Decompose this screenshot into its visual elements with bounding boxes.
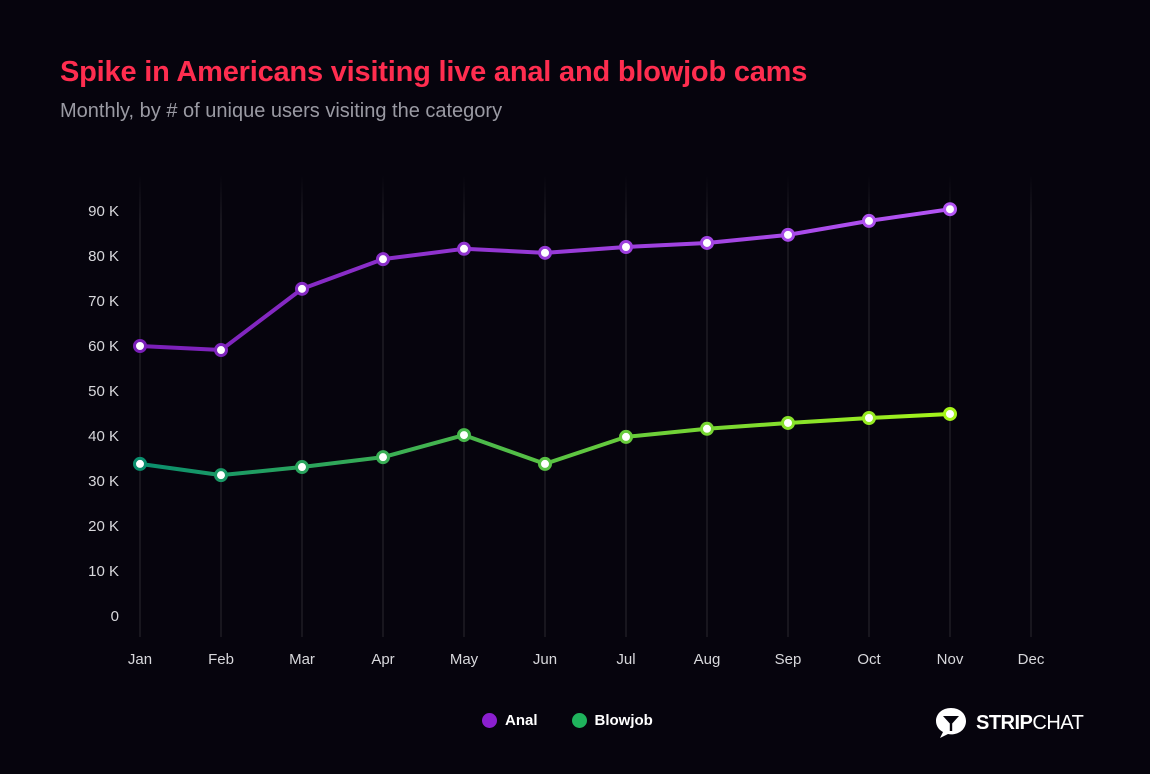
legend-item-anal[interactable]: Anal bbox=[482, 712, 538, 729]
data-point-anal bbox=[295, 281, 309, 296]
data-point-blowjob bbox=[376, 450, 390, 465]
stripchat-logo: STRIPCHAT bbox=[934, 707, 1084, 739]
y-tick-label: 70 K bbox=[88, 293, 119, 310]
series-lines bbox=[133, 202, 957, 483]
x-tick-label: Oct bbox=[857, 651, 881, 668]
grid-line-vertical bbox=[949, 175, 951, 637]
x-tick-label: Apr bbox=[371, 651, 394, 668]
data-point-anal bbox=[781, 227, 795, 242]
data-point-anal bbox=[619, 240, 633, 254]
data-point-blowjob bbox=[700, 421, 714, 436]
grid bbox=[60, 175, 1085, 638]
legend-item-blowjob[interactable]: Blowjob bbox=[571, 712, 653, 729]
data-point-anal bbox=[700, 235, 714, 250]
data-point-anal bbox=[214, 343, 228, 358]
x-tick-label: Jan bbox=[128, 651, 152, 668]
grid-line-vertical bbox=[625, 175, 627, 637]
x-tick-label: Jun bbox=[533, 651, 557, 668]
data-point-anal bbox=[862, 213, 876, 228]
y-tick-label: 50 K bbox=[88, 383, 119, 400]
y-tick-label: 90 K bbox=[88, 203, 119, 220]
data-point-anal bbox=[538, 245, 552, 260]
y-axis-ticks: 0 10 K 20 K 30 K 40 K 50 K 60 K 70 K 80 K 90 K bbox=[88, 203, 119, 625]
x-tick-label: Dec bbox=[1018, 651, 1045, 668]
legend-label-blowjob: Blowjob bbox=[594, 712, 653, 729]
y-tick-label: 20 K bbox=[88, 518, 119, 535]
grid-line-vertical bbox=[139, 175, 141, 637]
data-point-anal bbox=[457, 241, 471, 256]
brand-name-light: CHAT bbox=[1032, 711, 1084, 734]
x-tick-label: Mar bbox=[289, 651, 315, 668]
grid-line-vertical bbox=[544, 175, 546, 637]
x-axis-ticks: Jan Feb Mar Apr May Jun Jul Aug Sep Oct Nov Dec bbox=[128, 651, 1045, 668]
data-point-blowjob bbox=[295, 460, 309, 475]
data-point-blowjob bbox=[619, 429, 633, 444]
y-tick-label: 40 K bbox=[88, 428, 119, 445]
grid-line-vertical bbox=[706, 175, 708, 637]
grid-line-vertical bbox=[463, 175, 465, 637]
x-tick-label: Sep bbox=[775, 651, 802, 668]
y-tick-label: 0 bbox=[111, 608, 119, 625]
grid-line-vertical bbox=[301, 175, 303, 637]
x-tick-label: Jul bbox=[616, 651, 635, 668]
series-anal bbox=[133, 202, 957, 358]
grid-line-vertical bbox=[220, 175, 222, 637]
data-point-blowjob bbox=[781, 415, 795, 430]
series-blowjob bbox=[133, 406, 957, 483]
data-point-blowjob bbox=[133, 456, 147, 471]
data-point-anal bbox=[943, 202, 957, 217]
legend-label-anal: Anal bbox=[505, 712, 538, 729]
y-tick-label: 80 K bbox=[88, 248, 119, 265]
data-point-anal bbox=[133, 339, 147, 353]
chart-title: Spike in Americans visiting live anal an… bbox=[60, 56, 808, 88]
y-tick-label: 30 K bbox=[88, 473, 119, 490]
y-tick-label: 10 K bbox=[88, 563, 119, 580]
x-tick-label: May bbox=[450, 651, 479, 668]
data-point-blowjob bbox=[943, 406, 957, 421]
legend-dot-anal bbox=[482, 713, 497, 728]
grid-line-vertical bbox=[787, 175, 789, 637]
legend: Anal Blowjob bbox=[482, 712, 653, 729]
chat-bubble-glass-icon bbox=[936, 708, 966, 738]
chart-subtitle: Monthly, by # of unique users visiting t… bbox=[60, 100, 503, 122]
grid-line-vertical bbox=[382, 175, 384, 637]
x-tick-label: Feb bbox=[208, 651, 234, 668]
data-point-anal bbox=[376, 252, 390, 267]
data-point-blowjob bbox=[538, 456, 552, 471]
data-point-blowjob bbox=[862, 411, 876, 425]
x-tick-label: Aug bbox=[694, 651, 721, 668]
data-point-blowjob bbox=[214, 468, 228, 483]
grid-line-vertical bbox=[1030, 175, 1032, 637]
legend-dot-blowjob bbox=[571, 713, 587, 728]
brand-name-bold: STRIP bbox=[976, 711, 1033, 734]
x-tick-label: Nov bbox=[937, 651, 964, 668]
grid-line-vertical bbox=[868, 175, 870, 637]
y-tick-label: 60 K bbox=[88, 338, 119, 355]
data-point-blowjob bbox=[457, 428, 471, 443]
